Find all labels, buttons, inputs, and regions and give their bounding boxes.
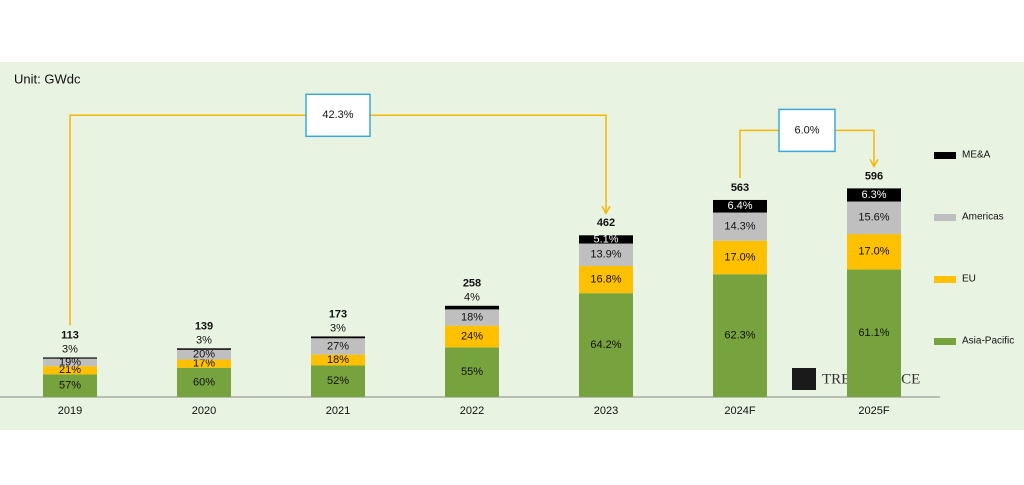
bar-segment bbox=[445, 347, 499, 397]
segment-label: 60% bbox=[193, 376, 215, 388]
legend-swatch bbox=[934, 214, 956, 221]
x-tick-label: 2021 bbox=[326, 405, 350, 417]
segment-label: 4% bbox=[464, 292, 480, 304]
legend-label: ME&A bbox=[962, 150, 991, 161]
bar-segment bbox=[43, 358, 97, 367]
annotation-box bbox=[778, 108, 836, 153]
segment-label: 61.1% bbox=[858, 327, 889, 339]
bar-segment bbox=[177, 359, 231, 368]
bar-segment bbox=[311, 338, 365, 355]
bar-segment bbox=[445, 305, 499, 310]
bar-segment bbox=[177, 367, 231, 397]
bar-segment bbox=[847, 234, 901, 270]
bar-segment bbox=[43, 366, 97, 375]
x-tick-label: 2022 bbox=[460, 405, 484, 417]
bar-segment bbox=[713, 199, 767, 213]
segment-label: 64.2% bbox=[590, 339, 621, 351]
segment-label: 17.0% bbox=[724, 251, 755, 263]
bar-segment bbox=[579, 235, 633, 244]
bar-segment bbox=[847, 269, 901, 397]
total-label: 113 bbox=[61, 329, 79, 341]
bar-segment bbox=[579, 293, 633, 397]
bar-segment bbox=[311, 336, 365, 339]
segment-label: 17% bbox=[193, 358, 215, 370]
bar-segment bbox=[713, 274, 767, 397]
total-label: 462 bbox=[597, 217, 615, 229]
segment-label: 57% bbox=[59, 380, 81, 392]
legend-label: Asia-Pacific bbox=[962, 336, 1014, 347]
segment-label: 20% bbox=[193, 349, 215, 361]
annotation-box bbox=[305, 93, 371, 138]
x-tick-label: 2020 bbox=[192, 405, 216, 417]
logo-icon bbox=[792, 368, 816, 390]
segment-label: 3% bbox=[196, 334, 212, 346]
segment-label: 52% bbox=[327, 375, 349, 387]
x-tick-label: 2024F bbox=[724, 405, 755, 417]
segment-label: 18% bbox=[327, 354, 349, 366]
annotation-label: 42.3% bbox=[322, 109, 353, 121]
segment-label: 14.3% bbox=[724, 221, 755, 233]
segment-label: 55% bbox=[461, 366, 483, 378]
legend-label: EU bbox=[962, 274, 976, 285]
segment-label: 18% bbox=[461, 311, 483, 323]
unit-label: Unit: GWdc bbox=[14, 71, 81, 86]
segment-label: 6.4% bbox=[727, 200, 752, 212]
segment-label: 3% bbox=[330, 322, 346, 334]
bar-segment bbox=[311, 365, 365, 397]
bar-segment bbox=[847, 188, 901, 202]
annotation-arrowhead bbox=[869, 159, 879, 168]
legend-swatch bbox=[934, 338, 956, 345]
total-label: 173 bbox=[329, 308, 347, 320]
annotation-label: 6.0% bbox=[794, 124, 819, 136]
segment-label: 24% bbox=[461, 330, 483, 342]
total-label: 563 bbox=[731, 182, 749, 194]
bar-segment bbox=[847, 201, 901, 235]
legend-swatch bbox=[934, 152, 956, 159]
total-label: 139 bbox=[195, 320, 213, 332]
bar-segment bbox=[43, 357, 97, 359]
segment-label: 16.8% bbox=[590, 274, 621, 286]
segment-label: 19% bbox=[59, 356, 81, 368]
segment-label: 21% bbox=[59, 364, 81, 376]
x-tick-label: 2025F bbox=[858, 405, 889, 417]
bar-segment bbox=[713, 212, 767, 241]
bar-segment bbox=[177, 349, 231, 360]
total-label: 596 bbox=[865, 170, 883, 182]
segment-label: 15.6% bbox=[858, 212, 889, 224]
legend-label: Americas bbox=[962, 212, 1004, 223]
x-tick-label: 2019 bbox=[58, 405, 82, 417]
segment-label: 17.0% bbox=[858, 246, 889, 258]
segment-label: 13.9% bbox=[590, 249, 621, 261]
legend-swatch bbox=[934, 276, 956, 283]
bar-segment bbox=[445, 309, 499, 326]
annotation-arrowhead bbox=[601, 205, 611, 215]
bar-segment bbox=[713, 240, 767, 275]
segment-label: 5.1% bbox=[593, 233, 618, 245]
bar-segment bbox=[177, 348, 231, 350]
segment-label: 6.3% bbox=[861, 189, 886, 201]
total-label: 258 bbox=[463, 278, 481, 290]
bar-segment bbox=[43, 374, 97, 397]
segment-label: 62.3% bbox=[724, 330, 755, 342]
bar-segment bbox=[311, 354, 365, 366]
bar-segment bbox=[445, 325, 499, 348]
bar-segment bbox=[579, 243, 633, 267]
bar-segment bbox=[579, 266, 633, 294]
segment-label: 3% bbox=[62, 343, 78, 355]
segment-label: 27% bbox=[327, 340, 349, 352]
x-tick-label: 2023 bbox=[594, 405, 618, 417]
